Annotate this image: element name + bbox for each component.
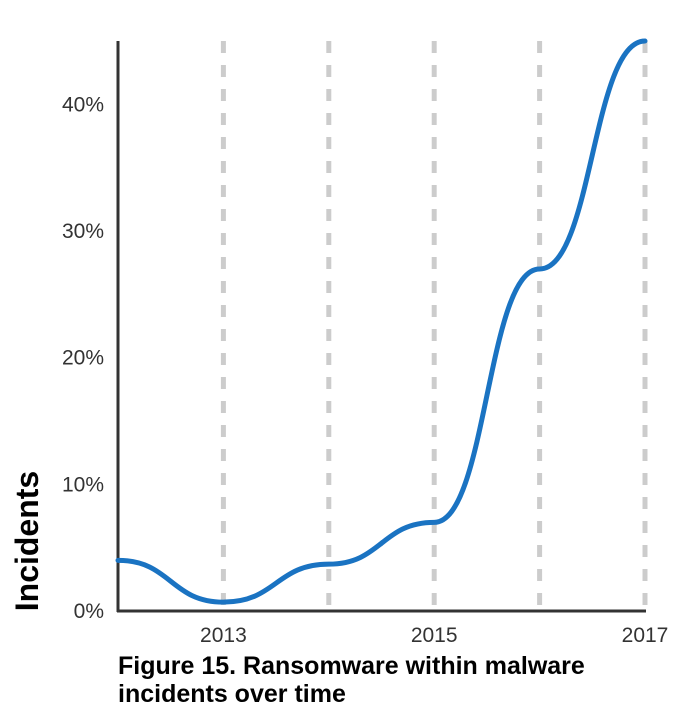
y-tick-label: 20% bbox=[62, 347, 104, 370]
y-tick-label: 10% bbox=[62, 473, 104, 496]
gridlines bbox=[220, 41, 648, 611]
y-axis-label: Incidents bbox=[9, 471, 45, 611]
y-tick-label: 30% bbox=[62, 220, 104, 243]
axes bbox=[116, 41, 646, 613]
figure-caption: Figure 15. Ransomware within malware inc… bbox=[118, 652, 585, 708]
x-tick-label: 2017 bbox=[622, 624, 669, 647]
ransomware-line-chart: 0% 10% 20% 30% 40% 2013 2015 2017 Incidents bbox=[9, 38, 668, 647]
y-tick-label: 40% bbox=[62, 93, 104, 116]
series-line bbox=[115, 38, 648, 605]
tick-labels: 0% 10% 20% 30% 40% 2013 2015 2017 bbox=[62, 93, 668, 647]
y-tick-label: 0% bbox=[74, 600, 104, 623]
x-tick-label: 2015 bbox=[411, 624, 458, 647]
x-tick-label: 2013 bbox=[200, 624, 247, 647]
series-layer bbox=[115, 38, 648, 605]
